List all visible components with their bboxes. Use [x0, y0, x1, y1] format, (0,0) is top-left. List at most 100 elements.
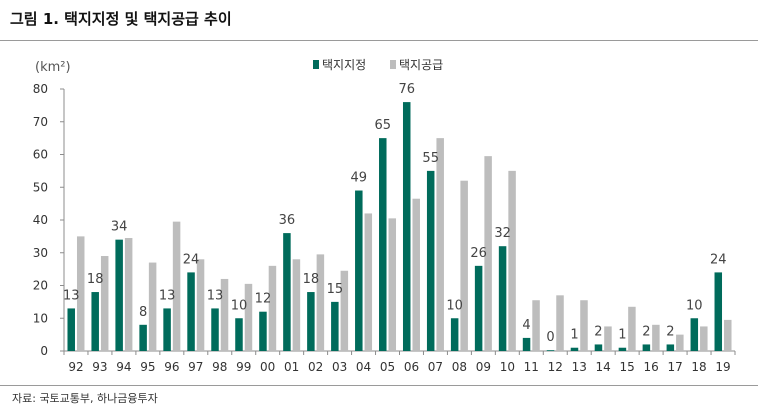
- bar-designation-98: [211, 308, 219, 351]
- bar-supply-97: [196, 259, 205, 351]
- data-label-07: 55: [422, 151, 439, 166]
- bar-supply-92: [76, 236, 85, 351]
- x-tick-label: 96: [164, 360, 179, 374]
- bar-designation-99: [235, 318, 243, 351]
- x-tick-label: 05: [380, 360, 395, 374]
- bar-designation-13: [570, 347, 579, 351]
- y-unit-label: (km²): [35, 60, 71, 75]
- bar-designation-97: [187, 272, 195, 351]
- bar-supply-13: [580, 300, 588, 351]
- bar-supply-00: [268, 265, 277, 351]
- bottom-rule: [0, 385, 758, 386]
- y-axis: 0 10 20 30 40 50 60 70 80: [33, 82, 65, 358]
- y-tick-label: 40: [33, 213, 48, 227]
- y-tick-label: 70: [33, 115, 48, 129]
- data-label-08: 10: [446, 298, 463, 313]
- bar-designation-11: [522, 337, 531, 351]
- data-label-10: 32: [494, 226, 511, 241]
- bar-designation-12: [546, 350, 555, 351]
- x-tick-label: 95: [140, 360, 155, 374]
- data-label-03: 15: [327, 282, 344, 297]
- data-label-98: 13: [207, 288, 224, 303]
- bar-designation-05: [379, 138, 387, 351]
- bar-supply-18: [700, 326, 708, 351]
- bar-designation-95: [139, 324, 147, 351]
- data-label-97: 24: [183, 252, 200, 267]
- data-label-16: 2: [642, 324, 650, 339]
- bar-supply-15: [628, 306, 636, 351]
- y-tick-label: 20: [33, 279, 48, 293]
- data-label-11: 4: [522, 318, 530, 333]
- bar-supply-07: [436, 138, 444, 351]
- data-label-92: 13: [63, 288, 80, 303]
- x-tick-label: 12: [548, 360, 563, 374]
- y-tick-label: 60: [33, 148, 48, 162]
- data-label-96: 13: [159, 288, 176, 303]
- bar-supply-93: [100, 256, 109, 351]
- bar-designation-16: [642, 344, 651, 351]
- x-tick-label: 04: [356, 360, 371, 374]
- source-note: 자료: 국토교통부, 하나금융투자: [12, 392, 158, 405]
- data-label-14: 2: [594, 324, 602, 339]
- x-tick-label: 09: [476, 360, 491, 374]
- bar-designation-17: [666, 344, 675, 351]
- bar-designation-96: [163, 308, 171, 351]
- x-tick-label: 13: [572, 360, 587, 374]
- data-label-12: 0: [546, 330, 554, 345]
- x-tick-label: 02: [308, 360, 323, 374]
- top-rule: [0, 40, 758, 41]
- bar-designation-15: [618, 347, 627, 351]
- x-tick-label: 06: [404, 360, 419, 374]
- data-label-94: 34: [111, 220, 128, 235]
- bar-supply-99: [244, 283, 253, 351]
- x-tick-label: 97: [188, 360, 203, 374]
- bar-designation-94: [115, 239, 123, 351]
- x-tick-label: 17: [667, 360, 682, 374]
- legend-label-designation: 택지지정: [322, 58, 366, 72]
- bar-supply-11: [532, 300, 540, 351]
- data-label-09: 26: [470, 246, 487, 261]
- x-tick-label: 01: [284, 360, 299, 374]
- bar-designation-09: [474, 265, 483, 351]
- bar-supply-16: [652, 324, 660, 351]
- data-label-02: 18: [303, 272, 320, 287]
- x-tick-label: 07: [428, 360, 443, 374]
- bar-designation-08: [450, 318, 459, 351]
- bar-supply-95: [148, 262, 157, 351]
- bar-supply-05: [388, 218, 397, 351]
- data-label-19: 24: [710, 252, 727, 267]
- x-tick-label: 08: [452, 360, 467, 374]
- bar-supply-10: [508, 170, 516, 351]
- x-tick-label: 00: [260, 360, 275, 374]
- x-tick-label: 18: [691, 360, 706, 374]
- x-tick-label: 99: [236, 360, 251, 374]
- x-tick-label: 03: [332, 360, 347, 374]
- legend-swatch-supply: [390, 60, 396, 69]
- bar-supply-94: [124, 238, 133, 351]
- bar-supply-09: [484, 156, 492, 351]
- data-label-04: 49: [351, 171, 368, 186]
- legend: 택지지정 택지공급: [313, 58, 443, 72]
- y-tick-label: 80: [33, 82, 48, 96]
- bar-supply-19: [724, 319, 732, 351]
- bar-designation-07: [426, 170, 435, 351]
- bar-designation-06: [402, 102, 411, 351]
- bar-designation-19: [714, 272, 723, 351]
- data-label-01: 36: [279, 213, 296, 228]
- bar-designation-03: [331, 301, 339, 351]
- bar-designation-00: [259, 311, 267, 351]
- x-tick-label: 93: [92, 360, 107, 374]
- data-label-93: 18: [87, 272, 104, 287]
- bar-designation-93: [91, 292, 99, 351]
- data-label-05: 65: [374, 118, 391, 133]
- bar-designation-18: [690, 318, 699, 351]
- y-tick-label: 0: [40, 344, 48, 358]
- x-tick-label: 94: [116, 360, 131, 374]
- bar-designation-01: [283, 233, 291, 351]
- data-label-99: 10: [231, 298, 248, 313]
- bar-supply-06: [412, 198, 420, 351]
- bar-supply-03: [340, 270, 349, 351]
- data-label-95: 8: [139, 305, 147, 320]
